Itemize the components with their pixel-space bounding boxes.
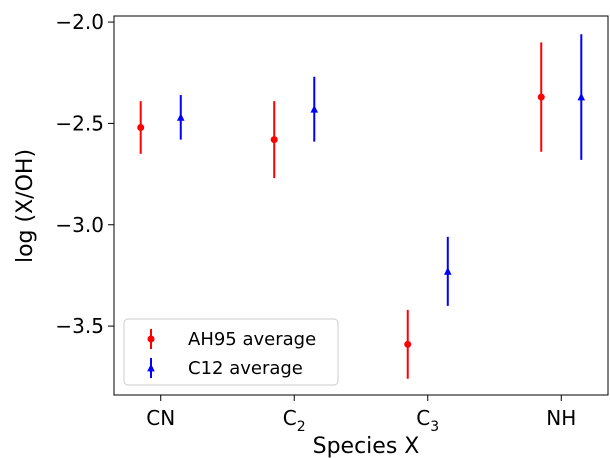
legend-frame <box>123 318 339 386</box>
x-tick-label: C3 <box>416 406 439 435</box>
legend: AH95 average C12 average <box>123 318 339 386</box>
y-tick-label: −3.5 <box>55 314 104 338</box>
data-point <box>137 123 145 131</box>
legend-marker <box>147 335 155 343</box>
data-point <box>537 93 545 101</box>
axis-layer: −3.5 −3.0 −2.5 −2.0 CN C2 C3 NH <box>55 10 576 435</box>
y-tick-label: −2.0 <box>55 10 104 34</box>
x-tick-label: CN <box>146 406 175 430</box>
plot-layer <box>137 34 586 379</box>
y-tick-label: −3.0 <box>55 213 104 237</box>
legend-label: AH95 average <box>188 329 316 350</box>
data-point <box>176 113 185 121</box>
x-tick-label: C2 <box>283 406 306 435</box>
y-axis-label: log (X/OH) <box>13 149 38 263</box>
data-point <box>310 105 319 113</box>
legend-label: C12 average <box>188 358 303 379</box>
data-point <box>404 340 412 348</box>
data-point <box>577 92 586 101</box>
plot-frame <box>113 15 609 396</box>
data-point <box>444 267 452 275</box>
y-tick-label: −2.5 <box>55 111 104 135</box>
x-axis-label: Species X <box>313 434 420 458</box>
x-tick-label: NH <box>546 406 576 430</box>
data-point <box>270 136 278 144</box>
legend-marker <box>147 363 155 372</box>
